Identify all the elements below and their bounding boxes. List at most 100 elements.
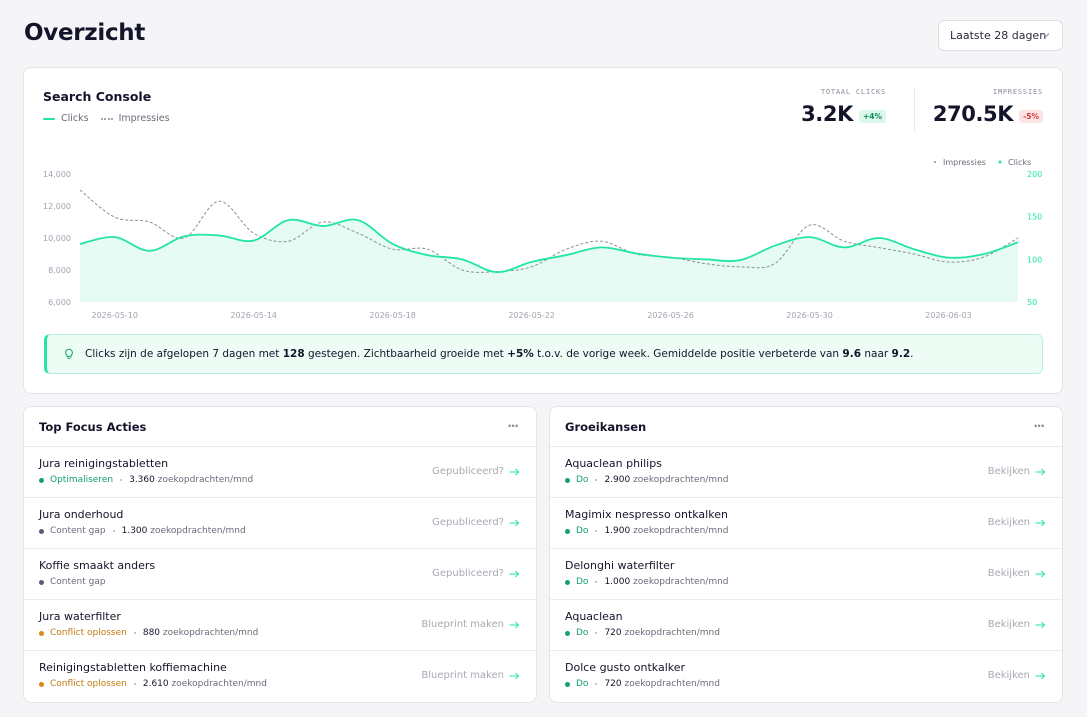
date-range-select[interactable]: Laatste 28 dagen [938, 20, 1063, 51]
search-volume: 880 zoekopdrachten/mnd [142, 628, 259, 638]
search-volume: 720 zoekopdrachten/mnd [604, 628, 720, 638]
x-tick-label: 2026-05-10 [91, 311, 138, 320]
y-right-tick-label: 200 [1027, 170, 1042, 179]
x-tick-label: 2026-06-03 [925, 311, 972, 320]
status-dot [565, 579, 570, 585]
row-meta: Content gap 1.300 zoekopdrachten/mnd [39, 526, 246, 536]
legend-impressions-label: Impressies [118, 113, 170, 124]
arrow-right-icon [1035, 519, 1046, 526]
kpi-value: 3.2K [801, 102, 853, 126]
x-tick-label: 2026-05-26 [647, 311, 694, 320]
arrow-right-icon [509, 519, 520, 526]
row-meta: Do 720 zoekopdrachten/mnd [565, 628, 720, 638]
search-volume: 1.000 zoekopdrachten/mnd [604, 577, 729, 587]
row-action-label: Bekijken [987, 670, 1030, 681]
legend-impressions-marker [934, 161, 936, 163]
row-action-label: Gepubliceerd? [432, 466, 504, 477]
keyword-title: Magimix nespresso ontkalken [565, 508, 728, 521]
list-item[interactable]: Aquaclean philips Do 2.900 zoekopdrachten/… [550, 447, 1062, 498]
card-title: Search Console [43, 89, 152, 104]
row-action-label: Blueprint maken [421, 670, 504, 681]
search-console-chart: 6,000 8,000 10,000 12,000 14,000 50 100 150 200 2… [43, 158, 1042, 320]
kpi-label: TOTAAL CLICKS [820, 88, 886, 96]
y-left-tick-label: 12,000 [43, 202, 71, 211]
legend-clicks-label: Clicks [61, 113, 89, 124]
meta-separator [133, 683, 136, 685]
kpi-divider [914, 87, 915, 131]
row-action-link[interactable]: Bekijken [988, 619, 1046, 630]
insight-text: Clicks zijn de afgelopen 7 dagen met 128… [85, 348, 914, 360]
more-options-icon[interactable]: ··· [1033, 419, 1045, 433]
search-volume: 1.900 zoekopdrachten/mnd [604, 526, 729, 536]
y-right-tick-label: 100 [1027, 255, 1042, 264]
row-action-link[interactable]: Blueprint maken [421, 670, 520, 681]
row-action-link[interactable]: Bekijken [988, 670, 1046, 681]
arrow-right-icon [1035, 621, 1046, 628]
kpi-impressions: IMPRESSIES 270.5K -5% [933, 88, 1043, 126]
kpi-delta-badge: +4% [858, 109, 886, 123]
row-meta: Conflict oplossen 2.610 zoekopdrachten/mn… [39, 679, 267, 689]
row-meta: Do 720 zoekopdrachten/mnd [565, 679, 720, 689]
status-dot [565, 528, 570, 534]
list-item[interactable]: Reinigingstabletten koffiemachine Conflic… [24, 651, 536, 702]
list-item[interactable]: Dolce gusto ontkalker Do 720 zoekopdrachte… [550, 651, 1062, 702]
chart-legend-label: Clicks [1008, 158, 1031, 167]
row-action-link[interactable]: Bekijken [988, 568, 1046, 579]
more-options-icon[interactable]: ··· [507, 419, 519, 433]
status-dot [39, 579, 44, 585]
row-meta: Do 1.900 zoekopdrachten/mnd [565, 526, 729, 536]
row-action-link[interactable]: Bekijken [988, 517, 1046, 528]
chevron-down-icon [1042, 33, 1050, 38]
growth-list: Aquaclean philips Do 2.900 zoekopdrachten/… [550, 447, 1062, 702]
search-volume: 2.610 zoekopdrachten/mnd [142, 679, 267, 689]
meta-separator [595, 479, 598, 481]
meta-separator [120, 479, 123, 481]
x-tick-label: 2026-05-22 [508, 311, 555, 320]
status-dot [565, 477, 570, 483]
impressions-swatch [100, 117, 113, 120]
row-meta: Conflict oplossen 880 zoekopdrachten/mnd [39, 628, 258, 638]
arrow-right-icon [509, 672, 520, 679]
keyword-title: Aquaclean [565, 610, 623, 623]
x-tick-label: 2026-05-14 [230, 311, 277, 320]
list-item[interactable]: Jura reinigingstabletten Optimaliseren 3.3… [24, 447, 536, 498]
status-tag: Do [576, 526, 589, 536]
row-action-label: Bekijken [987, 619, 1030, 630]
list-item[interactable]: Aquaclean Do 720 zoekopdrachten/mnd Bekijke… [550, 600, 1062, 651]
y-left-tick-label: 10,000 [43, 234, 71, 243]
search-volume: 720 zoekopdrachten/mnd [604, 679, 720, 689]
list-item[interactable]: Magimix nespresso ontkalken Do 1.900 zoeko… [550, 498, 1062, 549]
status-tag: Content gap [50, 577, 106, 587]
status-tag: Do [576, 475, 589, 485]
search-volume: 3.360 zoekopdrachten/mnd [129, 475, 254, 485]
keyword-title: Dolce gusto ontkalker [565, 661, 686, 674]
arrow-right-icon [509, 570, 520, 577]
list-item[interactable]: Delonghi waterfilter Do 1.000 zoekopdracht… [550, 549, 1062, 600]
clicks-area [80, 219, 1018, 302]
list-item[interactable]: Jura waterfilter Conflict oplossen 880 zoe… [24, 600, 536, 651]
row-action-link[interactable]: Gepubliceerd? [432, 517, 520, 528]
card-header: Groeikansen ··· [550, 407, 1062, 447]
list-item[interactable]: Koffie smaakt anders Content gap Gepublice… [24, 549, 536, 600]
top-legend: Clicks Impressies [43, 113, 170, 124]
row-meta: Optimaliseren 3.360 zoekopdrachten/mnd [39, 475, 253, 485]
meta-separator [133, 632, 136, 634]
y-left-tick-label: 8,000 [48, 266, 71, 275]
y-left-tick-label: 6,000 [48, 298, 71, 307]
status-dot [39, 681, 44, 687]
row-action-link[interactable]: Bekijken [988, 466, 1046, 477]
list-item[interactable]: Jura onderhoud Content gap 1.300 zoekopdra… [24, 498, 536, 549]
search-volume: 2.900 zoekopdrachten/mnd [604, 475, 729, 485]
row-action-link[interactable]: Gepubliceerd? [432, 568, 520, 579]
status-dot [39, 477, 44, 483]
page-title: Overzicht [24, 20, 146, 46]
row-action-link[interactable]: Blueprint maken [421, 619, 520, 630]
row-action-link[interactable]: Gepubliceerd? [432, 466, 520, 477]
row-meta: Content gap [39, 577, 106, 587]
legend-clicks-marker [998, 160, 1002, 164]
status-tag: Conflict oplossen [50, 628, 127, 638]
focus-list: Jura reinigingstabletten Optimaliseren 3.3… [24, 447, 536, 702]
y-right-tick-label: 150 [1027, 213, 1042, 222]
status-dot [565, 630, 570, 636]
card-title: Groeikansen [565, 419, 647, 434]
